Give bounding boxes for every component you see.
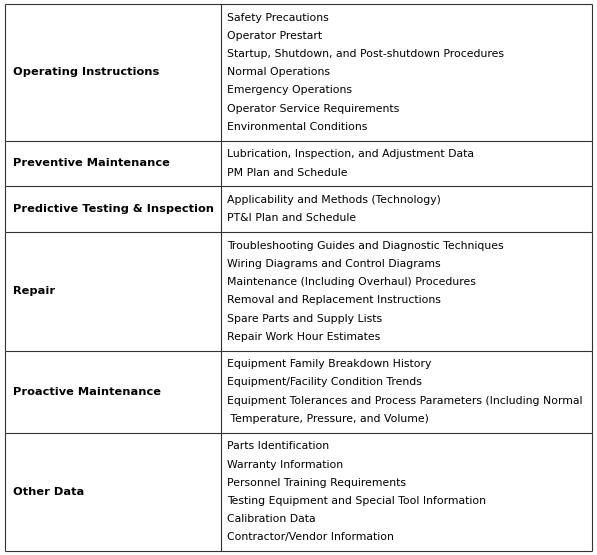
Text: Repair Work Hour Estimates: Repair Work Hour Estimates <box>227 331 380 341</box>
Text: Testing Equipment and Special Tool Information: Testing Equipment and Special Tool Infor… <box>227 496 486 506</box>
Text: Repair: Repair <box>13 286 55 296</box>
Text: Predictive Testing & Inspection: Predictive Testing & Inspection <box>13 204 214 214</box>
Text: PT&I Plan and Schedule: PT&I Plan and Schedule <box>227 214 356 224</box>
Text: Wiring Diagrams and Control Diagrams: Wiring Diagrams and Control Diagrams <box>227 259 441 270</box>
Text: Warranty Information: Warranty Information <box>227 460 343 470</box>
Text: Operator Prestart: Operator Prestart <box>227 32 322 42</box>
Text: Proactive Maintenance: Proactive Maintenance <box>13 386 161 396</box>
Text: Environmental Conditions: Environmental Conditions <box>227 122 367 132</box>
Text: Equipment Tolerances and Process Parameters (Including Normal: Equipment Tolerances and Process Paramet… <box>227 396 583 406</box>
Text: Other Data: Other Data <box>13 487 84 497</box>
Text: Lubrication, Inspection, and Adjustment Data: Lubrication, Inspection, and Adjustment … <box>227 149 474 159</box>
Text: Equipment/Facility Condition Trends: Equipment/Facility Condition Trends <box>227 377 422 387</box>
Text: Startup, Shutdown, and Post-shutdown Procedures: Startup, Shutdown, and Post-shutdown Pro… <box>227 49 504 59</box>
Text: Removal and Replacement Instructions: Removal and Replacement Instructions <box>227 295 441 305</box>
Text: Equipment Family Breakdown History: Equipment Family Breakdown History <box>227 360 431 370</box>
Text: Parts Identification: Parts Identification <box>227 441 329 452</box>
Text: Operator Service Requirements: Operator Service Requirements <box>227 103 399 114</box>
Text: Maintenance (Including Overhaul) Procedures: Maintenance (Including Overhaul) Procedu… <box>227 278 476 287</box>
Text: Normal Operations: Normal Operations <box>227 68 330 78</box>
Text: Spare Parts and Supply Lists: Spare Parts and Supply Lists <box>227 314 382 324</box>
Text: Safety Precautions: Safety Precautions <box>227 13 329 23</box>
Text: Emergency Operations: Emergency Operations <box>227 85 352 95</box>
Text: Contractor/Vendor Information: Contractor/Vendor Information <box>227 532 394 542</box>
Text: Personnel Training Requirements: Personnel Training Requirements <box>227 477 406 487</box>
Text: Operating Instructions: Operating Instructions <box>13 68 159 78</box>
Text: PM Plan and Schedule: PM Plan and Schedule <box>227 168 347 178</box>
Text: Temperature, Pressure, and Volume): Temperature, Pressure, and Volume) <box>227 413 429 423</box>
Text: Troubleshooting Guides and Diagnostic Techniques: Troubleshooting Guides and Diagnostic Te… <box>227 241 504 251</box>
Text: Calibration Data: Calibration Data <box>227 513 316 523</box>
Text: Applicability and Methods (Technology): Applicability and Methods (Technology) <box>227 195 441 205</box>
Text: Preventive Maintenance: Preventive Maintenance <box>13 159 170 169</box>
